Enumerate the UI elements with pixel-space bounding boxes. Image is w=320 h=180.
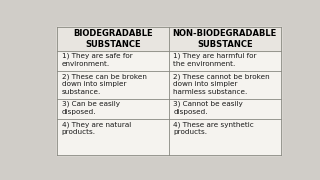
Text: 4) They are natural
products.: 4) They are natural products. bbox=[62, 121, 131, 135]
Text: 3) Can be easily
disposed.: 3) Can be easily disposed. bbox=[62, 101, 120, 115]
Bar bbox=[57, 27, 281, 155]
Bar bbox=[169, 27, 281, 51]
Bar bbox=[57, 27, 169, 51]
Text: BIODEGRADABLE
SUBSTANCE: BIODEGRADABLE SUBSTANCE bbox=[73, 29, 153, 49]
Text: 1) They are safe for
environment.: 1) They are safe for environment. bbox=[62, 53, 132, 67]
Text: NON-BIODEGRADABLE
SUBSTANCE: NON-BIODEGRADABLE SUBSTANCE bbox=[172, 29, 277, 49]
Text: 3) Cannot be easily
disposed.: 3) Cannot be easily disposed. bbox=[173, 101, 243, 115]
Text: 2) These can be broken
down into simpler
substance.: 2) These can be broken down into simpler… bbox=[62, 73, 147, 95]
Text: 1) They are harmful for
the environment.: 1) They are harmful for the environment. bbox=[173, 53, 257, 67]
Text: 4) These are synthetic
products.: 4) These are synthetic products. bbox=[173, 121, 254, 135]
Text: 2) These cannot be broken
down into simpler
harmless substance.: 2) These cannot be broken down into simp… bbox=[173, 73, 270, 95]
